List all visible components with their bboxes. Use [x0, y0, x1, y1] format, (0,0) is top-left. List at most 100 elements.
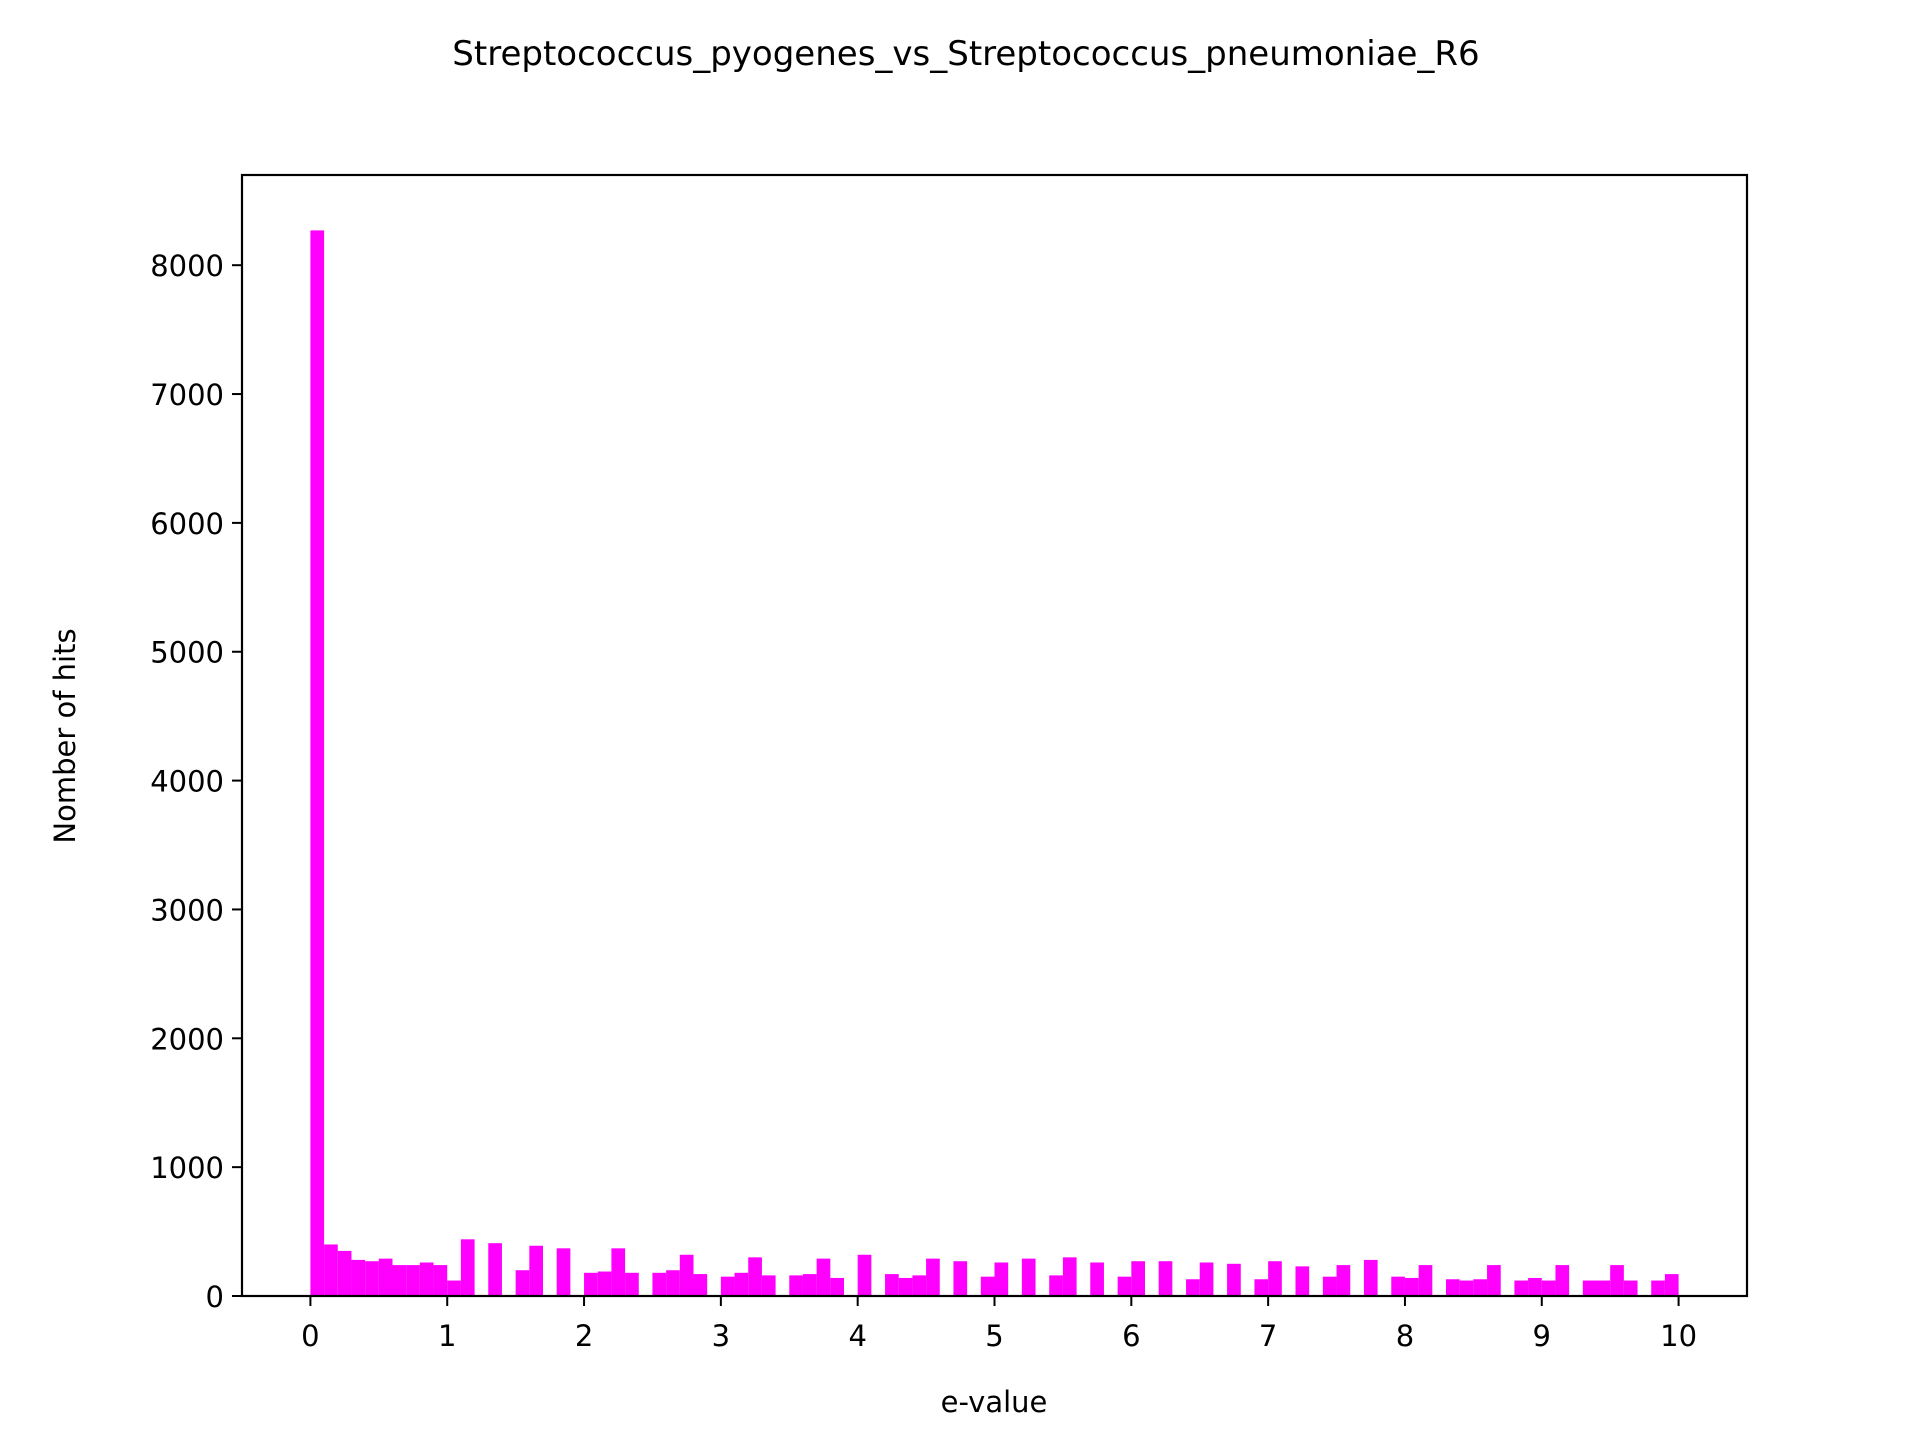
histogram-bar [460, 1239, 475, 1296]
histogram-bar [1623, 1280, 1638, 1296]
y-tick-label: 5000 [150, 636, 224, 670]
histogram-bar [597, 1271, 612, 1296]
x-axis-label: e-value [941, 1385, 1048, 1419]
histogram-bar [1610, 1265, 1624, 1296]
histogram-bar [1582, 1280, 1597, 1296]
histogram-bar [1418, 1265, 1433, 1296]
x-tick-label: 8 [1396, 1319, 1414, 1353]
histogram-bar [802, 1274, 817, 1296]
histogram-bar [1186, 1279, 1200, 1296]
histogram-bar [980, 1276, 995, 1296]
y-tick-label: 1000 [150, 1151, 224, 1185]
histogram-bar [830, 1277, 844, 1296]
histogram-bar [1199, 1262, 1214, 1296]
histogram-bar [953, 1261, 968, 1296]
histogram-bar [1021, 1258, 1036, 1296]
histogram-bar [337, 1250, 352, 1296]
histogram-bar [1363, 1259, 1378, 1296]
histogram-bar [351, 1259, 366, 1296]
x-axis-ticks: 0 1 2 3 4 5 6 7 8 9 10 [301, 1296, 1697, 1353]
y-tick-label: 3000 [150, 893, 224, 927]
y-tick-label: 6000 [150, 507, 224, 541]
histogram-bar [1555, 1265, 1570, 1296]
histogram-bar [1336, 1265, 1351, 1296]
histogram-bar [1322, 1276, 1337, 1296]
histogram-bar [1473, 1279, 1488, 1296]
histogram-bar [720, 1276, 735, 1296]
histogram-bar [1596, 1280, 1611, 1296]
x-tick-label: 7 [1259, 1319, 1277, 1353]
histogram-bar [1514, 1280, 1529, 1296]
histogram-bar [324, 1244, 338, 1296]
histogram-bar [1227, 1263, 1241, 1296]
histogram-bar [652, 1272, 667, 1296]
histogram-bar [310, 230, 325, 1296]
histogram-bar [378, 1258, 393, 1296]
y-tick-label: 4000 [150, 765, 224, 799]
histogram-bar [748, 1257, 762, 1296]
histogram-bar [1131, 1261, 1145, 1296]
histogram-bar [994, 1262, 1009, 1296]
y-axis-ticks: 0 1000 2000 3000 4000 5000 6000 7000 8000 [150, 249, 242, 1314]
histogram-bar [885, 1274, 899, 1296]
histogram-bar [1391, 1276, 1405, 1296]
histogram-bar [1651, 1280, 1665, 1296]
histogram-bar [1268, 1261, 1282, 1296]
y-axis-label: Nomber of hits [48, 628, 82, 843]
histogram-bar [611, 1248, 626, 1296]
histogram-bar [912, 1275, 927, 1296]
x-tick-label: 3 [712, 1319, 730, 1353]
x-tick-label: 4 [848, 1319, 866, 1353]
histogram-bar [679, 1254, 694, 1296]
histogram-bar [556, 1248, 571, 1296]
y-tick-label: 7000 [150, 378, 224, 412]
chart-title: Streptococcus_pyogenes_vs_Streptococcus_… [452, 34, 1479, 74]
histogram-bar [515, 1270, 530, 1296]
histogram-bar [1487, 1265, 1501, 1296]
histogram-bar [1541, 1280, 1556, 1296]
histogram-bar [625, 1272, 639, 1296]
histogram-bar [857, 1254, 872, 1296]
histogram-bar [693, 1274, 708, 1296]
histogram-bar [419, 1262, 434, 1296]
y-tick-label: 2000 [150, 1022, 224, 1056]
histogram-bar [1295, 1266, 1310, 1296]
histogram-bar [1117, 1276, 1132, 1296]
histogram-bar [666, 1270, 680, 1296]
histogram-bar [365, 1261, 379, 1296]
histogram-bar [1664, 1274, 1679, 1296]
histogram-bar [433, 1265, 448, 1296]
histogram-bar [734, 1272, 749, 1296]
histogram-bar [1158, 1261, 1173, 1296]
histogram-bar [1254, 1279, 1269, 1296]
histogram-bar [392, 1265, 407, 1296]
histogram-bar [1062, 1257, 1077, 1296]
histogram-bar [1404, 1277, 1419, 1296]
histogram-bar [406, 1265, 420, 1296]
histogram-bar [789, 1275, 803, 1296]
histogram-bar [898, 1277, 913, 1296]
histogram-bar [584, 1272, 598, 1296]
x-tick-label: 10 [1660, 1319, 1697, 1353]
x-tick-label: 9 [1533, 1319, 1551, 1353]
x-tick-label: 0 [301, 1319, 319, 1353]
histogram-bar [1459, 1280, 1474, 1296]
histogram-bar [529, 1245, 543, 1296]
histogram-bar [926, 1258, 940, 1296]
x-tick-label: 6 [1122, 1319, 1140, 1353]
y-tick-label: 8000 [150, 249, 224, 283]
histogram-bar [1528, 1277, 1542, 1296]
histogram-bar [761, 1275, 776, 1296]
histogram-bar [447, 1280, 461, 1296]
y-tick-label: 0 [206, 1280, 224, 1314]
x-tick-label: 2 [575, 1319, 593, 1353]
histogram-bar [1090, 1262, 1104, 1296]
bars-group [310, 230, 1679, 1296]
histogram-bar [488, 1243, 502, 1296]
x-tick-label: 5 [985, 1319, 1003, 1353]
x-tick-label: 1 [438, 1319, 456, 1353]
histogram-bar [1446, 1279, 1460, 1296]
histogram-bar [816, 1258, 831, 1296]
